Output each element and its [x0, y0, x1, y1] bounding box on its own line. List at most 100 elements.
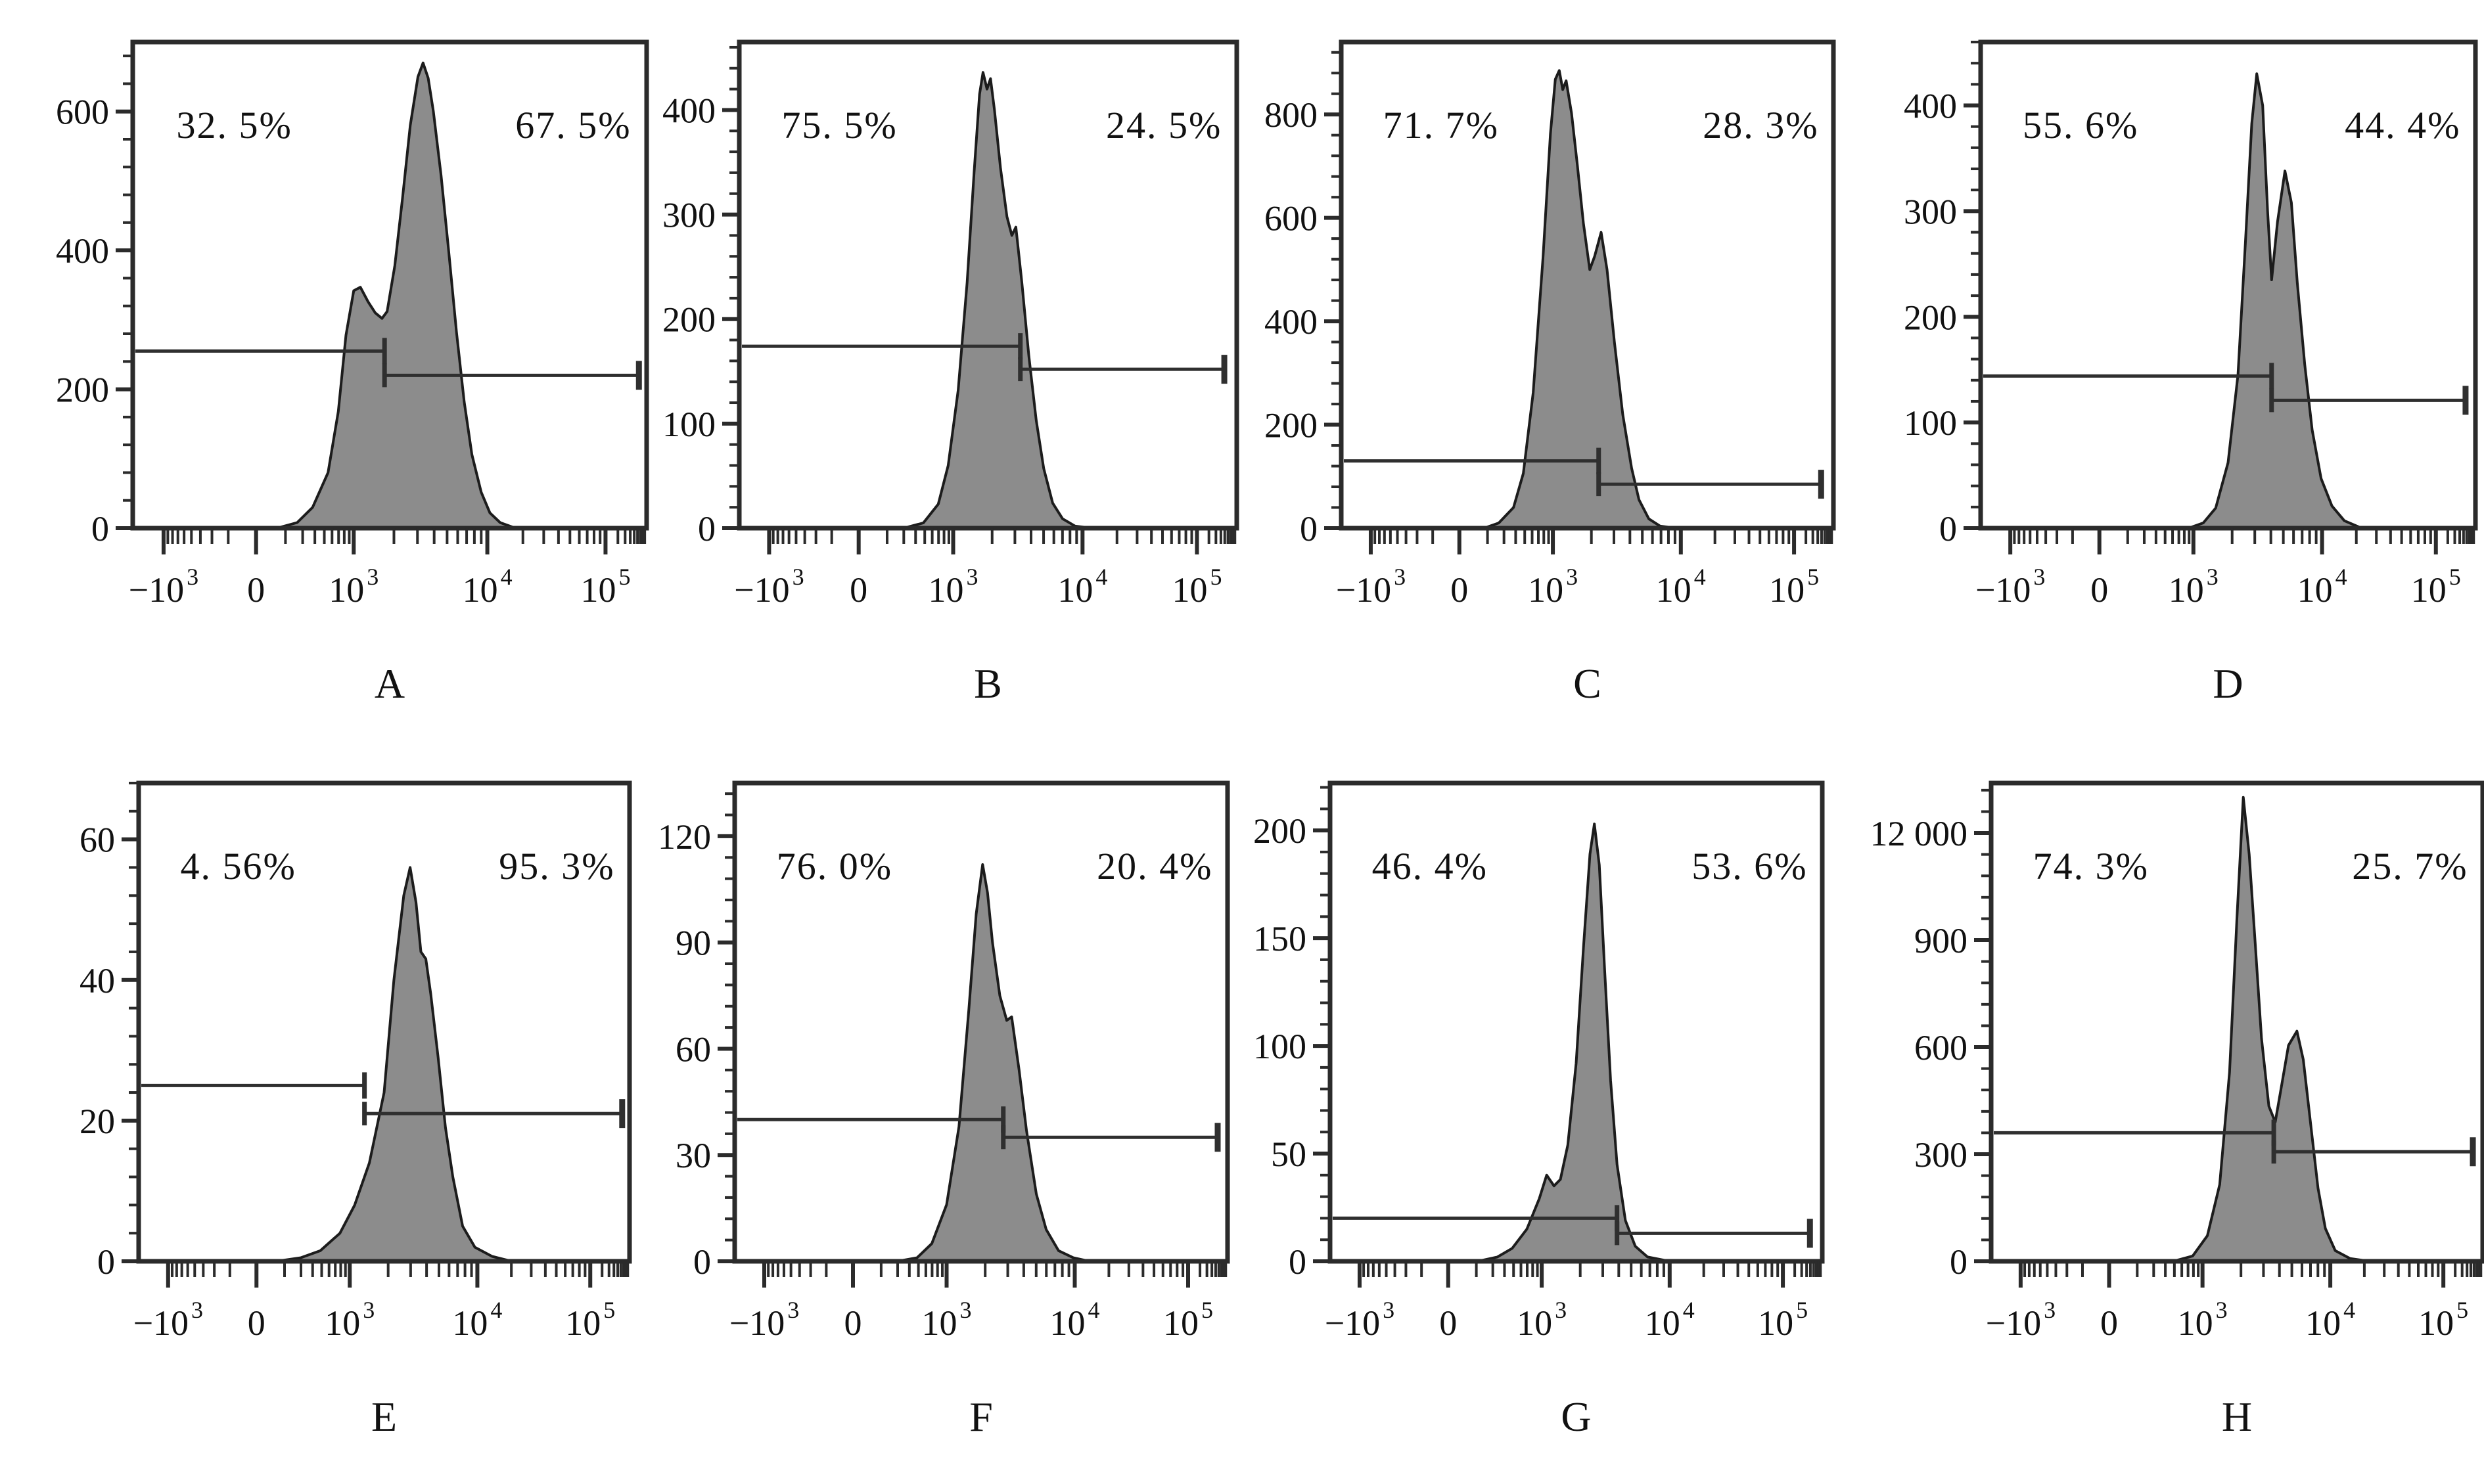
y-tick-label-C-0: 0	[1300, 509, 1318, 549]
x-tick-label-H-4: 10 5	[2418, 1297, 2468, 1343]
panel-C: 0 200 400 600 800 −10 3 0 10 3 10 4 10 5 71. 7% 28. 3% C	[1264, 39, 1836, 707]
x-tick-label-C-3: 10 4	[1656, 564, 1706, 610]
x-tick-label-F-4: 10 5	[1163, 1297, 1213, 1343]
x-tick-label-H-2: 10 3	[2178, 1297, 2228, 1343]
plot-frame-D	[1978, 39, 2478, 531]
x-tick-label-D-3: 10 4	[2297, 564, 2347, 610]
x-tick-label-F-0: −10 3	[729, 1297, 799, 1343]
histogram-curve-C	[1483, 69, 1678, 529]
y-tick-label-F-1: 30	[676, 1136, 711, 1175]
y-tick-label-H-2: 600	[1914, 1028, 1967, 1068]
y-tick-label-F-3: 90	[676, 924, 711, 963]
y-tick-label-B-1: 100	[662, 405, 716, 444]
panel-E: 0 20 40 60 −10 3 0 10 3 10 4 10 5 4. 56% 95. 3% E	[80, 780, 632, 1440]
pct-left-A: 32. 5%	[176, 104, 292, 146]
y-tick-label-H-0: 0	[1950, 1242, 1967, 1282]
x-tick-label-C-0: −10 3	[1336, 564, 1406, 610]
x-tick-label-G-1: 0	[1439, 1303, 1457, 1343]
pct-left-H: 74. 3%	[2033, 845, 2149, 888]
pct-right-B: 24. 5%	[1106, 104, 1222, 146]
x-tick-label-H-3: 10 4	[2305, 1297, 2355, 1343]
x-tick-label-B-4: 10 5	[1172, 564, 1222, 610]
plot-frame-H	[1989, 780, 2484, 1264]
x-tick-label-A-0: −10 3	[129, 564, 198, 610]
pct-left-D: 55. 6%	[2023, 104, 2138, 146]
y-tick-label-A-2: 400	[56, 231, 109, 271]
histogram-curve-F	[896, 863, 1091, 1263]
x-tick-label-D-1: 0	[2090, 570, 2108, 610]
y-tick-label-G-0: 0	[1289, 1242, 1306, 1282]
panel-G: 0 50 100 150 200 −10 3 0 10 3 10 4 10 5 46. 4% 53. 6% G	[1253, 780, 1825, 1440]
panel-letter-C: C	[1573, 660, 1601, 707]
x-tick-label-E-3: 10 4	[452, 1297, 502, 1343]
histogram-curve-A	[275, 61, 517, 529]
x-tick-label-G-3: 10 4	[1645, 1297, 1695, 1343]
panel-letter-B: B	[974, 660, 1002, 707]
x-tick-label-F-3: 10 4	[1050, 1297, 1100, 1343]
y-tick-label-D-1: 100	[1904, 403, 1957, 443]
y-tick-label-E-3: 60	[80, 821, 115, 860]
y-tick-label-E-2: 40	[80, 961, 115, 1001]
x-tick-label-A-4: 10 5	[580, 564, 630, 610]
y-tick-label-D-3: 300	[1904, 192, 1957, 231]
histogram-curve-G	[1476, 822, 1671, 1263]
panel-letter-G: G	[1561, 1393, 1591, 1440]
x-tick-label-C-2: 10 3	[1528, 564, 1578, 610]
pct-right-E: 95. 3%	[499, 845, 614, 888]
x-tick-label-G-4: 10 5	[1758, 1297, 1808, 1343]
x-tick-label-B-0: −10 3	[734, 564, 804, 610]
x-tick-label-B-3: 10 4	[1057, 564, 1107, 610]
x-tick-label-C-1: 0	[1450, 570, 1468, 610]
y-tick-label-G-2: 100	[1253, 1027, 1306, 1066]
y-tick-label-H-4: 12 000	[1870, 814, 1968, 853]
x-tick-label-A-3: 10 4	[463, 564, 513, 610]
panel-H: 0 300 600 900 12 000 −10 3 0 10 3 10 4 10 5 74. 3% 25. …	[1870, 780, 2484, 1440]
y-tick-label-G-3: 150	[1253, 919, 1306, 958]
y-tick-label-H-3: 900	[1914, 921, 1967, 960]
histogram-curve-D	[2187, 72, 2363, 529]
pct-left-G: 46. 4%	[1372, 845, 1488, 888]
y-tick-label-D-2: 200	[1904, 298, 1957, 337]
x-tick-label-G-0: −10 3	[1325, 1297, 1394, 1343]
y-tick-label-B-0: 0	[698, 509, 716, 549]
y-tick-label-F-0: 0	[693, 1242, 711, 1282]
x-tick-label-D-4: 10 5	[2411, 564, 2461, 610]
y-tick-label-B-4: 400	[662, 91, 716, 130]
x-tick-label-D-2: 10 3	[2169, 564, 2219, 610]
plot-frame-B	[737, 39, 1239, 531]
y-tick-label-D-4: 400	[1904, 87, 1957, 126]
y-tick-label-G-4: 200	[1253, 811, 1306, 851]
x-tick-label-F-2: 10 3	[922, 1297, 972, 1343]
panel-A: 0 200 400 600 −10 3 0 10 3 10 4 10 5 32. 5% 67. 5% A	[56, 39, 649, 707]
x-tick-label-B-1: 0	[850, 570, 867, 610]
y-tick-label-G-1: 50	[1271, 1135, 1306, 1174]
y-tick-label-E-1: 20	[80, 1102, 115, 1141]
pct-right-H: 25. 7%	[2352, 845, 2468, 888]
panel-letter-H: H	[2222, 1393, 2252, 1440]
y-tick-label-C-3: 600	[1264, 199, 1318, 238]
x-tick-label-D-0: −10 3	[1975, 564, 2045, 610]
plot-frame-C	[1339, 39, 1836, 531]
x-tick-label-H-1: 0	[2100, 1303, 2118, 1343]
plot-frame-F	[732, 780, 1230, 1264]
x-tick-label-C-4: 10 5	[1769, 564, 1819, 610]
x-tick-label-B-2: 10 3	[929, 564, 978, 610]
plot-frame-E	[136, 780, 632, 1264]
x-tick-label-E-4: 10 5	[565, 1297, 615, 1343]
y-tick-label-C-2: 400	[1264, 302, 1318, 342]
panel-D: 0 100 200 300 400 −10 3 0 10 3 10 4 10 5 55. 6% 44. 4% D	[1904, 39, 2478, 707]
panel-letter-E: E	[371, 1393, 397, 1440]
x-tick-label-E-0: −10 3	[133, 1297, 203, 1343]
plot-frame-A	[130, 39, 649, 531]
y-tick-label-C-1: 200	[1264, 406, 1318, 445]
pct-left-F: 76. 0%	[777, 845, 892, 888]
panel-B: 0 100 200 300 400 −10 3 0 10 3 10 4 10 5 75. 5% 24. 5% B	[662, 39, 1239, 707]
x-tick-label-F-1: 0	[844, 1303, 862, 1343]
y-tick-label-E-0: 0	[97, 1242, 115, 1282]
y-tick-label-F-4: 120	[658, 817, 711, 857]
x-tick-label-H-0: −10 3	[1986, 1297, 2056, 1343]
y-tick-label-C-4: 800	[1264, 95, 1318, 135]
pct-right-F: 20. 4%	[1097, 845, 1212, 888]
